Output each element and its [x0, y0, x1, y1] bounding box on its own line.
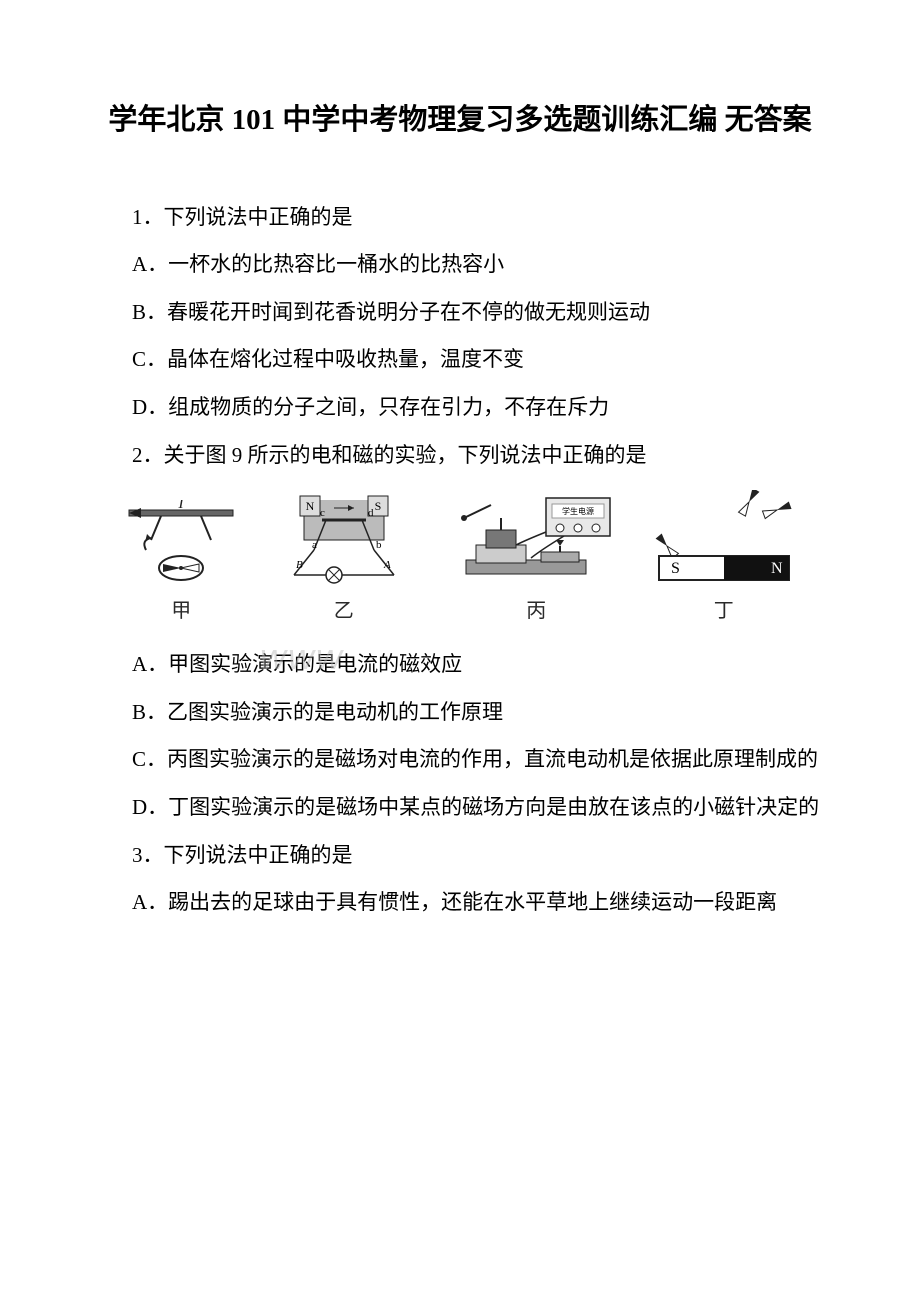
- svg-text:c: c: [320, 507, 325, 519]
- svg-text:I: I: [178, 500, 185, 512]
- svg-text:B: B: [296, 559, 303, 571]
- figure-ding: S N 丁: [649, 490, 799, 626]
- figure-jia: I 甲: [121, 500, 241, 626]
- magnet-conductor-icon: N S c d a b B A: [264, 490, 424, 590]
- svg-text:S: S: [671, 560, 680, 577]
- q2-option-d: D．丁图实验演示的是磁场中某点的磁场方向是由放在该点的小磁针决定的: [90, 791, 830, 825]
- svg-text:N: N: [305, 499, 314, 513]
- q1-option-b: B．春暖花开时闻到花香说明分子在不停的做无规则运动: [90, 296, 830, 330]
- document-title: 学年北京 101 中学中考物理复习多选题训练汇编 无答案: [90, 100, 830, 141]
- figure-yi-caption: 乙: [334, 596, 354, 626]
- svg-text:a: a: [312, 539, 317, 551]
- q1-stem: 1．下列说法中正确的是: [90, 201, 830, 235]
- svg-text:学生电源: 学生电源: [562, 506, 594, 516]
- q1-option-a: A．一杯水的比热容比一桶水的比热容小: [90, 248, 830, 282]
- q2-option-a: A．甲图实验演示的是电流的磁效应: [90, 648, 830, 682]
- figure-ding-caption: 丁: [714, 596, 734, 626]
- q3-option-a: A．踢出去的足球由于具有惯性，还能在水平草地上继续运动一段距离: [90, 886, 830, 920]
- figure-yi: N S c d a b B A: [264, 490, 424, 626]
- bar-magnet-compass-icon: S N: [649, 490, 799, 590]
- svg-text:A: A: [383, 559, 391, 571]
- svg-text:b: b: [376, 539, 382, 551]
- q2-figures: I 甲 N S c d: [90, 490, 830, 626]
- q1-option-d: D．组成物质的分子之间，只存在引力，不存在斥力: [90, 391, 830, 425]
- wire-compass-icon: I: [121, 500, 241, 590]
- q1-option-c: C．晶体在熔化过程中吸收热量，温度不变: [90, 343, 830, 377]
- figure-bing: 学生电源 丙: [446, 490, 626, 626]
- svg-text:N: N: [771, 560, 783, 577]
- power-coil-icon: 学生电源: [446, 490, 626, 590]
- q2-stem: 2．关于图 9 所示的电和磁的实验，下列说法中正确的是: [90, 439, 830, 473]
- figure-bing-caption: 丙: [526, 596, 546, 626]
- svg-text:d: d: [368, 507, 374, 519]
- q3-stem: 3．下列说法中正确的是: [90, 839, 830, 873]
- svg-text:S: S: [374, 499, 381, 513]
- figure-jia-caption: 甲: [171, 596, 191, 626]
- q2-option-b: B．乙图实验演示的是电动机的工作原理: [90, 696, 830, 730]
- q2-option-c: C．丙图实验演示的是磁场对电流的作用，直流电动机是依据此原理制成的: [90, 743, 830, 777]
